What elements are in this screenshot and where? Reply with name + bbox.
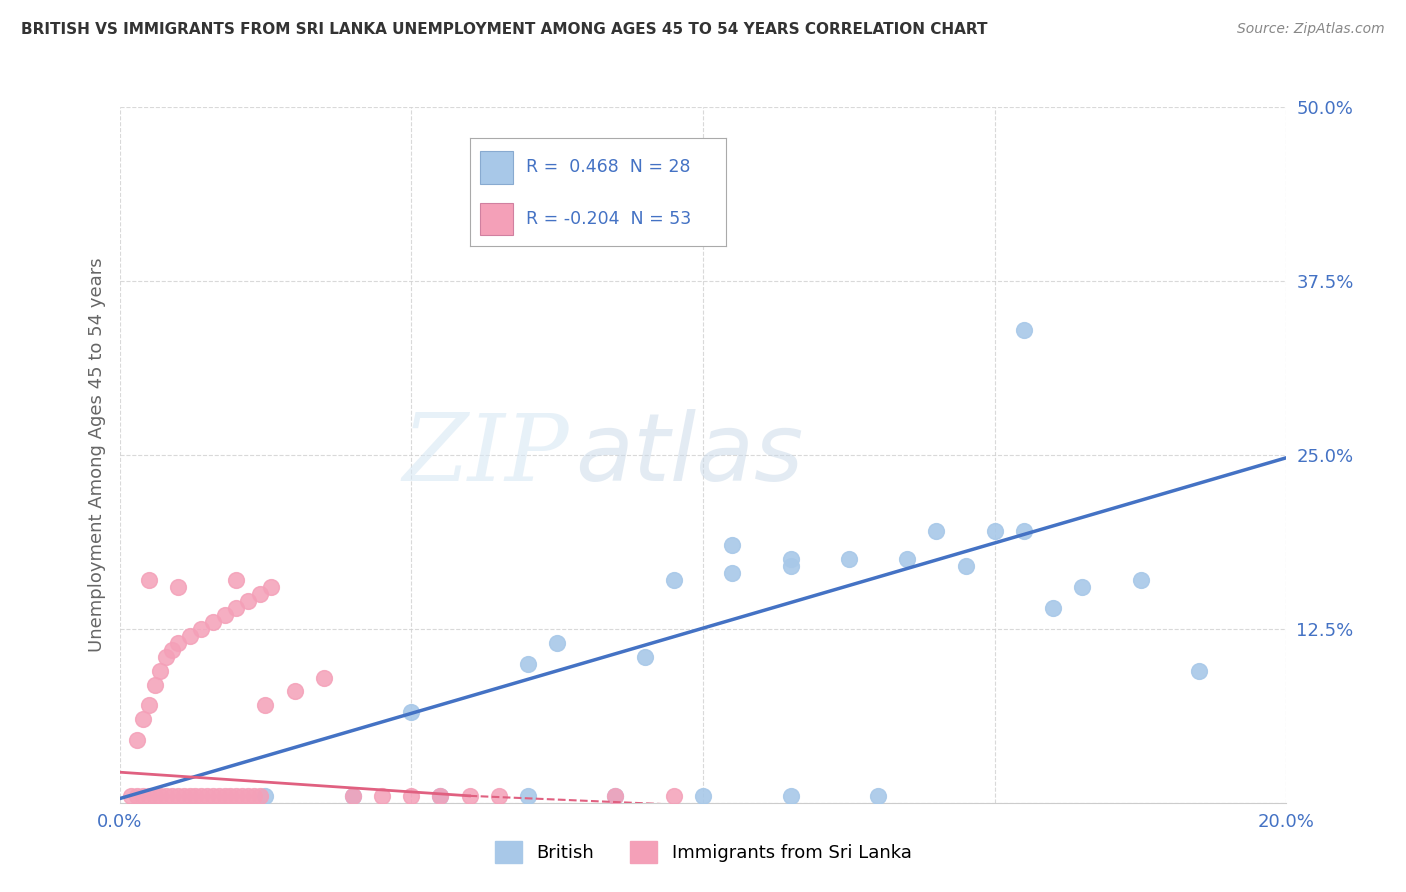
Point [371,789,394,803]
Point [692,204,714,219]
Point [225,573,247,587]
Point [208,789,231,803]
Point [242,789,264,803]
Point [605,789,627,803]
Point [160,789,183,803]
Point [342,789,364,803]
Point [254,698,277,713]
Point [225,789,247,803]
Point [120,789,142,803]
Point [166,580,188,594]
Point [249,587,271,601]
Point [662,573,685,587]
Point [179,789,201,803]
Point [1071,580,1094,594]
Point [179,629,201,643]
Point [1012,524,1035,539]
Point [201,615,224,629]
Text: atlas: atlas [575,409,803,500]
Point [132,712,155,726]
Point [838,552,860,566]
Point [283,684,307,698]
Point [866,789,889,803]
Point [132,789,155,803]
Point [955,559,977,574]
Point [458,789,481,803]
Point [662,789,685,803]
Point [138,573,160,587]
Point [779,552,801,566]
Point [260,580,283,594]
Point [925,524,948,539]
Point [195,789,218,803]
Point [155,789,177,803]
Point [254,789,277,803]
Point [399,706,422,720]
Point [488,789,510,803]
Point [1188,664,1211,678]
Point [184,789,207,803]
Point [225,601,247,615]
Point [983,524,1005,539]
Point [190,789,212,803]
Point [896,552,918,566]
Point [149,789,172,803]
Text: R = -0.204  N = 53: R = -0.204 N = 53 [526,211,692,228]
Point [236,789,259,803]
Point [214,607,236,622]
Point [429,789,451,803]
Point [190,622,212,636]
Point [633,649,655,664]
Point [721,538,744,552]
Point [236,594,259,608]
Text: ZIP: ZIP [402,410,569,500]
Point [219,789,242,803]
Point [173,789,195,803]
Point [138,789,160,803]
Point [166,636,188,650]
Point [149,664,172,678]
Point [231,789,253,803]
Point [721,566,744,581]
Legend: British, Immigrants from Sri Lanka: British, Immigrants from Sri Lanka [488,834,918,871]
Point [779,559,801,574]
Y-axis label: Unemployment Among Ages 45 to 54 years: Unemployment Among Ages 45 to 54 years [87,258,105,652]
Point [143,677,166,691]
Point [399,789,422,803]
Point [605,789,627,803]
Point [517,657,540,671]
Point [429,789,451,803]
Point [779,789,801,803]
Point [1042,601,1064,615]
Point [517,789,540,803]
Point [201,789,224,803]
FancyBboxPatch shape [479,152,513,184]
Point [143,789,166,803]
Point [692,789,714,803]
Point [155,649,177,664]
Point [1129,573,1152,587]
Text: BRITISH VS IMMIGRANTS FROM SRI LANKA UNEMPLOYMENT AMONG AGES 45 TO 54 YEARS CORR: BRITISH VS IMMIGRANTS FROM SRI LANKA UNE… [21,22,987,37]
Point [1012,323,1035,337]
Point [546,636,568,650]
Text: R =  0.468  N = 28: R = 0.468 N = 28 [526,159,690,177]
Point [312,671,335,685]
Point [214,789,236,803]
Point [342,789,364,803]
Point [138,698,160,713]
Point [125,789,148,803]
Point [249,789,271,803]
FancyBboxPatch shape [479,203,513,235]
Point [166,789,188,803]
Point [125,733,148,747]
Text: Source: ZipAtlas.com: Source: ZipAtlas.com [1237,22,1385,37]
Point [160,642,183,657]
